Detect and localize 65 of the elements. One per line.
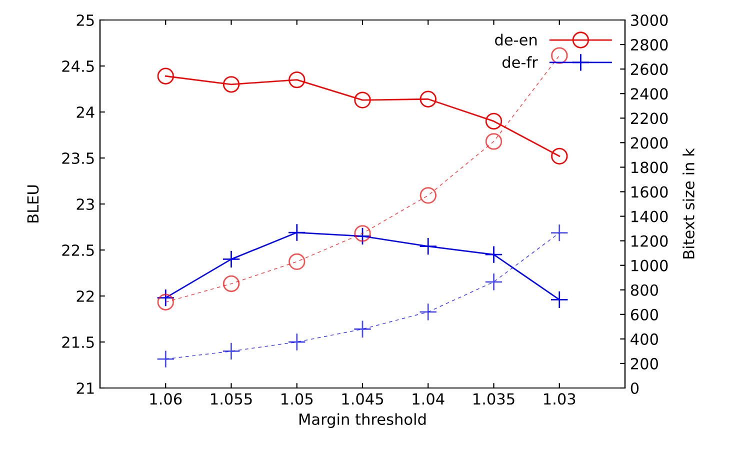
point (156, 350, 175, 368)
legend-label: de-fr (502, 56, 538, 68)
y-tick-label: 22.5 (62, 244, 94, 256)
x-tick-label: 1.04 (412, 393, 444, 405)
y2-tick-label: 0 (630, 382, 639, 394)
y2-tick-label: 1400 (632, 210, 668, 222)
y2-tick-label: 200 (630, 358, 658, 370)
legend-label: de-en (495, 34, 537, 46)
point (157, 68, 174, 84)
x-tick-label: 1.035 (474, 393, 514, 405)
y2-tick-label: 1600 (632, 186, 668, 198)
x-axis-title: Margin threshold (300, 413, 426, 428)
point (550, 224, 568, 242)
y-tick-label: 21 (76, 382, 94, 394)
x-tick-label: 1.055 (211, 393, 252, 405)
y-tick-label: 24 (76, 106, 94, 118)
y2-tick-label: 1000 (632, 260, 668, 272)
y-tick-label: 23 (76, 198, 94, 210)
x-tick-label: 1.06 (150, 393, 182, 405)
y2-tick-label: 3000 (631, 14, 668, 26)
point (419, 237, 438, 256)
y-tick-label: 25 (76, 14, 94, 26)
y2-tick-label: 1200 (632, 235, 668, 247)
point (551, 47, 568, 64)
point (485, 112, 502, 130)
x-tick-label: 1.03 (544, 393, 576, 405)
point (222, 275, 240, 292)
point (419, 302, 438, 321)
point (485, 133, 502, 150)
y-axis-title: BLEU (27, 185, 39, 222)
point (156, 288, 175, 307)
point (354, 225, 371, 242)
y2-axis-title: Bitext size in k (682, 148, 694, 258)
point (222, 76, 240, 93)
y2-tick-label: 600 (630, 308, 658, 320)
point (157, 294, 174, 310)
y2-tick-label: 2200 (630, 112, 668, 124)
point (420, 90, 436, 108)
point (288, 332, 306, 352)
y-tick-label: 22 (76, 290, 94, 302)
point (484, 246, 503, 264)
point (484, 272, 503, 291)
y2-tick-label: 400 (630, 333, 658, 345)
point (288, 223, 306, 242)
y2-tick-label: 1800 (632, 162, 668, 174)
y2-tick-label: 800 (630, 284, 658, 296)
point (550, 290, 568, 309)
point (420, 187, 436, 204)
y-tick-label: 24.5 (62, 60, 94, 72)
point (353, 320, 372, 338)
point (222, 342, 240, 360)
point (354, 92, 371, 108)
point (288, 253, 306, 270)
point (288, 71, 306, 88)
point (353, 227, 372, 246)
x-tick-label: 1.045 (342, 393, 384, 405)
y2-tick-label: 2600 (630, 64, 668, 76)
x-tick-label: 1.05 (282, 393, 313, 405)
y-tick-label: 23.5 (62, 152, 94, 164)
y-tick-label: 21.5 (62, 336, 94, 348)
y2-tick-label: 2000 (630, 137, 668, 149)
point (222, 250, 240, 268)
y2-tick-label: 2400 (630, 88, 668, 100)
point (551, 148, 568, 164)
y2-tick-label: 2800 (630, 39, 668, 51)
